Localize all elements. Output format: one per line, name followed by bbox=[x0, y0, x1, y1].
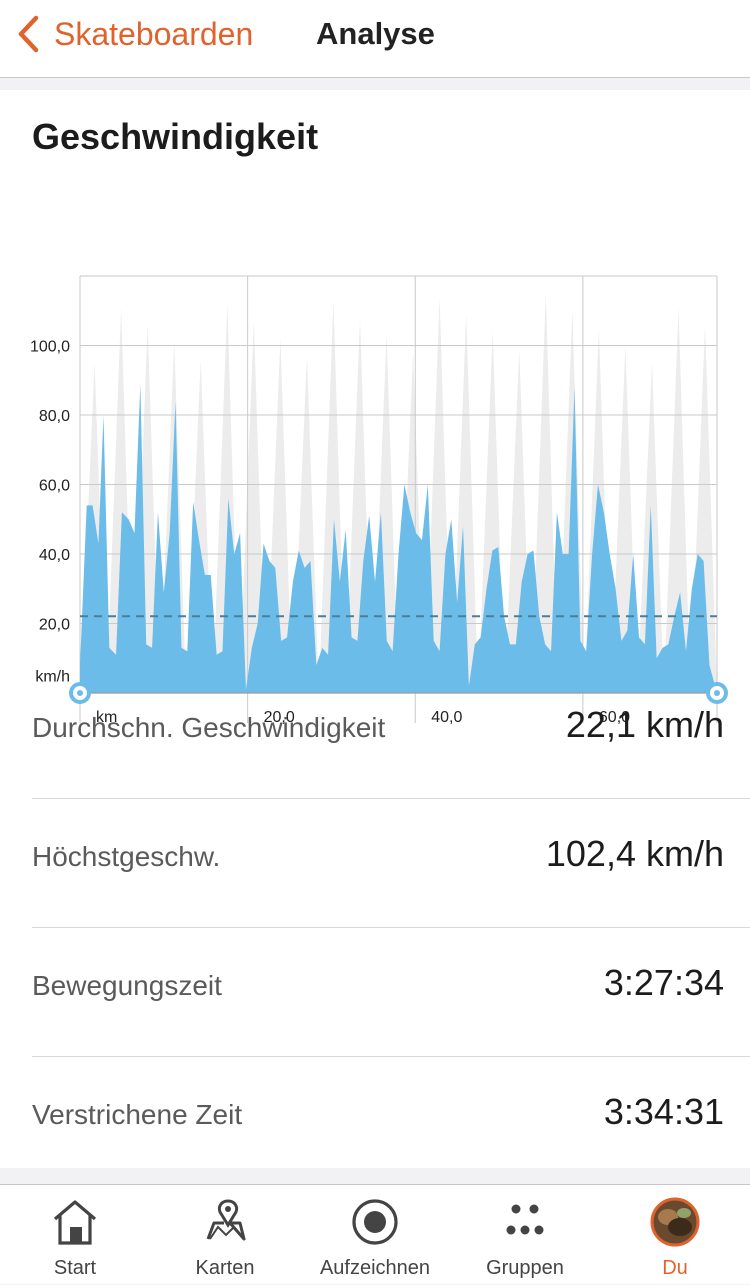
tab-label: Start bbox=[53, 1257, 97, 1279]
stat-label: Verstrichene Zeit bbox=[32, 1099, 243, 1130]
y-tick-label: 20,0 bbox=[39, 617, 70, 634]
x-tick-label: 60,0 bbox=[599, 709, 630, 726]
stat-row-moving-time: Bewegungszeit 3:27:34 bbox=[32, 928, 750, 1057]
stat-label: Höchstgeschw. bbox=[32, 841, 221, 872]
analysis-card: Geschwindigkeit 20,0 40,0 60,0 80,0 100,0 km/… bbox=[0, 90, 750, 1168]
tab-karten[interactable]: Karten bbox=[150, 1185, 300, 1285]
back-button[interactable]: Skateboarden bbox=[16, 12, 253, 56]
stat-row-avg-speed: Durchschn. Geschwindigkeit 22,1 km/h bbox=[32, 670, 750, 799]
stats-list: Durchschn. Geschwindigkeit 22,1 km/h Höc… bbox=[0, 670, 750, 1186]
groups-icon bbox=[506, 1204, 544, 1235]
record-icon bbox=[352, 1199, 398, 1245]
stat-value: 3:34:31 bbox=[603, 1091, 724, 1132]
map-icon bbox=[206, 1199, 246, 1241]
x-axis-unit-label: km bbox=[96, 709, 117, 726]
stat-label: Bewegungszeit bbox=[32, 970, 222, 1001]
y-tick-label: 40,0 bbox=[39, 547, 70, 564]
stat-value: 102,4 km/h bbox=[545, 833, 724, 874]
stat-value: 3:27:34 bbox=[603, 962, 724, 1003]
nav-bar: Skateboarden Analyse bbox=[0, 0, 750, 78]
tab-gruppen[interactable]: Gruppen bbox=[450, 1185, 600, 1285]
x-tick-label: 40,0 bbox=[431, 709, 462, 726]
y-tick-label: 100,0 bbox=[30, 339, 70, 356]
speed-chart-svg: 20,0 40,0 60,0 80,0 100,0 km/h km 20,0 40,0 60,0 bbox=[30, 275, 728, 726]
page-title: Analyse bbox=[316, 16, 435, 51]
tab-label: Du bbox=[662, 1257, 688, 1279]
tab-label: Karten bbox=[195, 1257, 255, 1279]
tab-label: Aufzeichnen bbox=[319, 1257, 431, 1279]
chart-title: Geschwindigkeit bbox=[32, 116, 319, 157]
avatar-icon bbox=[650, 1197, 700, 1247]
y-axis-unit-label: km/h bbox=[35, 669, 70, 686]
stat-value: 22,1 km/h bbox=[565, 704, 724, 745]
y-tick-label: 60,0 bbox=[39, 478, 70, 495]
stat-row-max-speed: Höchstgeschw. 102,4 km/h bbox=[32, 799, 750, 928]
range-handle-dot bbox=[77, 690, 83, 696]
tab-bar: Start Karten Aufzeichnen Gruppen bbox=[0, 1184, 750, 1284]
tab-du[interactable]: Du bbox=[600, 1185, 750, 1285]
y-tick-label: 80,0 bbox=[39, 408, 70, 425]
tab-start[interactable]: Start bbox=[0, 1185, 150, 1285]
chevron-left-icon bbox=[18, 15, 39, 53]
stat-label: Durchschn. Geschwindigkeit bbox=[32, 712, 386, 743]
stat-row-elapsed-time: Verstrichene Zeit 3:34:31 bbox=[32, 1057, 750, 1186]
back-label: Skateboarden bbox=[54, 15, 254, 52]
home-icon bbox=[53, 1200, 97, 1245]
tab-label: Gruppen bbox=[486, 1257, 564, 1279]
tab-aufzeichnen[interactable]: Aufzeichnen bbox=[300, 1185, 450, 1285]
x-tick-label: 20,0 bbox=[264, 709, 295, 726]
range-handle-dot bbox=[714, 690, 720, 696]
speed-chart[interactable]: 20,0 40,0 60,0 80,0 100,0 km/h km 20,0 40,0 60,0 bbox=[0, 180, 750, 740]
